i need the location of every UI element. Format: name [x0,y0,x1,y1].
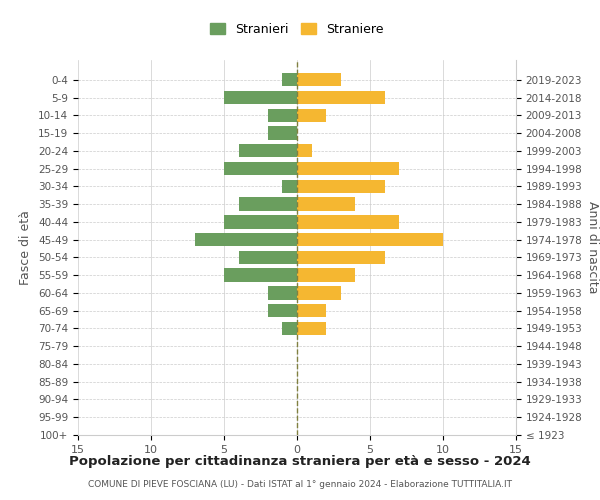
Bar [297,286,341,300]
Bar [239,144,297,158]
Y-axis label: Anni di nascita: Anni di nascita [586,201,599,294]
Bar [283,322,297,335]
Bar [239,198,297,211]
Bar [297,144,311,158]
Bar [297,91,385,104]
Text: COMUNE DI PIEVE FOSCIANA (LU) - Dati ISTAT al 1° gennaio 2024 - Elaborazione TUT: COMUNE DI PIEVE FOSCIANA (LU) - Dati IST… [88,480,512,489]
Bar [297,304,326,318]
Bar [268,108,297,122]
Bar [297,180,385,193]
Bar [224,162,297,175]
Bar [224,91,297,104]
Bar [297,162,399,175]
Bar [224,268,297,282]
Bar [283,73,297,86]
Bar [224,215,297,228]
Y-axis label: Fasce di età: Fasce di età [19,210,32,285]
Bar [297,198,355,211]
Legend: Stranieri, Straniere: Stranieri, Straniere [205,18,389,40]
Bar [195,233,297,246]
Text: Popolazione per cittadinanza straniera per età e sesso - 2024: Popolazione per cittadinanza straniera p… [69,455,531,468]
Bar [268,126,297,140]
Bar [297,215,399,228]
Bar [297,268,355,282]
Bar [239,250,297,264]
Bar [297,322,326,335]
Bar [297,233,443,246]
Bar [283,180,297,193]
Bar [268,286,297,300]
Bar [297,73,341,86]
Bar [297,108,326,122]
Bar [297,250,385,264]
Bar [268,304,297,318]
